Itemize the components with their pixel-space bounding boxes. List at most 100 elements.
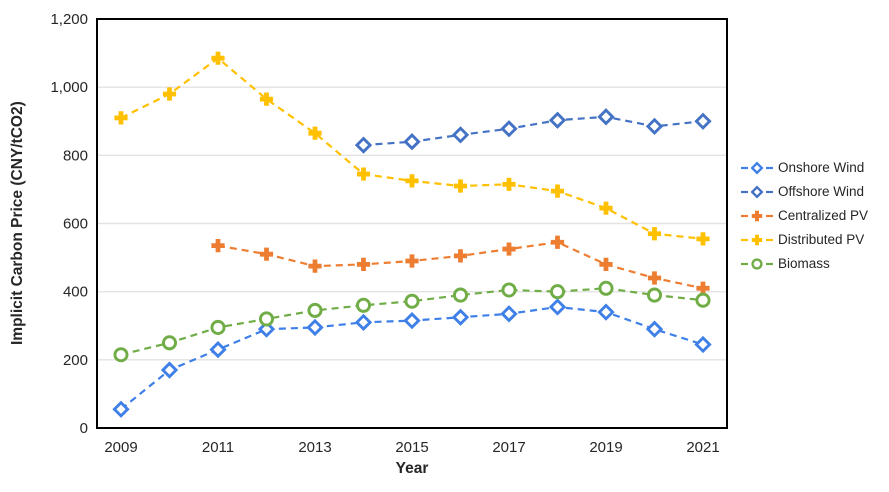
- plus-marker-icon: [550, 235, 565, 249]
- y-axis-title: Implicit Carbon Price (CNY/tCO2): [9, 101, 26, 346]
- diamond-marker-icon: [112, 400, 130, 418]
- diamond-marker-icon: [645, 320, 664, 338]
- series-onshore-wind: [112, 298, 712, 418]
- circle-marker-icon: [501, 282, 517, 298]
- diamond-marker-icon: [645, 117, 664, 136]
- series-centralized-pv: [211, 235, 710, 295]
- diamond-marker-icon: [548, 111, 567, 129]
- diamond-marker-icon: [500, 120, 518, 138]
- plus-marker-icon: [696, 281, 710, 295]
- plus-marker-icon: [502, 177, 516, 191]
- diamond-marker-icon: [451, 126, 470, 144]
- diamond-marker-icon: [160, 361, 179, 379]
- x-axis-title: Year: [395, 460, 429, 477]
- legend-marker-onshore-wind: [741, 161, 773, 175]
- diamond-marker-icon: [694, 112, 712, 130]
- diamond-marker-icon: [500, 305, 518, 323]
- plus-marker-icon: [599, 257, 613, 271]
- circle-marker-icon: [549, 284, 566, 300]
- circle-marker-icon: [695, 292, 711, 308]
- diamond-marker-icon: [354, 136, 373, 154]
- diamond-marker-icon: [451, 308, 470, 326]
- plus-marker-icon: [259, 92, 274, 106]
- x-tick-label: 2021: [686, 439, 719, 456]
- legend-label: Distributed PV: [778, 232, 865, 247]
- x-tick-label: 2011: [202, 439, 234, 456]
- circle-marker-icon: [113, 347, 129, 363]
- plus-marker-icon: [211, 239, 225, 253]
- series-offshore-wind: [354, 108, 712, 154]
- plus-marker-icon: [356, 167, 371, 181]
- y-tick-label: 200: [63, 352, 88, 369]
- x-tick-label: 2019: [589, 439, 622, 456]
- plus-marker-icon: [599, 201, 613, 215]
- circle-marker-icon: [404, 293, 420, 309]
- plus-marker-icon: [453, 179, 468, 193]
- plus-marker-icon: [550, 184, 565, 198]
- y-axis-tick-labels: 0 200 400 600 800 1,000 1,200: [50, 11, 88, 437]
- circle-marker-icon: [452, 287, 469, 303]
- plus-marker-icon: [647, 271, 662, 285]
- legend-item-offshore-wind: Offshore Wind: [741, 184, 868, 200]
- circle-marker-icon: [258, 311, 275, 327]
- diamond-marker-icon: [306, 318, 324, 337]
- legend-label: Biomass: [778, 256, 830, 271]
- plus-marker-icon: [356, 257, 371, 271]
- circle-marker-icon: [161, 335, 178, 351]
- legend-label: Onshore Wind: [778, 160, 865, 175]
- plus-marker-icon: [647, 227, 662, 241]
- y-tick-label: 800: [63, 147, 88, 164]
- legend-item-biomass: Biomass: [741, 256, 868, 272]
- plus-marker-icon: [259, 247, 274, 261]
- plus-marker-icon: [211, 51, 225, 65]
- circle-marker-icon: [598, 280, 614, 296]
- diamond-marker-icon: [597, 108, 615, 126]
- x-axis-tick-labels: 2009 2011 2013 2015 2017 2019 2021: [104, 439, 719, 456]
- legend-label: Centralized PV: [778, 208, 869, 223]
- legend-item-onshore-wind: Onshore Wind: [741, 160, 868, 176]
- legend-marker-offshore-wind: [741, 185, 773, 199]
- diamond-marker-icon: [403, 133, 421, 151]
- legend: Onshore Wind Offshore Wind Centralized P…: [741, 160, 868, 272]
- y-tick-label: 600: [63, 216, 88, 233]
- legend-item-centralized-pv: Centralized PV: [741, 208, 868, 224]
- diamond-marker-icon: [403, 311, 421, 330]
- plus-marker-icon: [696, 232, 710, 246]
- legend-item-distributed-pv: Distributed PV: [741, 232, 868, 248]
- circle-marker-icon: [355, 297, 372, 313]
- circle-marker-icon: [307, 302, 323, 318]
- plus-marker-icon: [308, 126, 322, 140]
- legend-marker-distributed-pv: [741, 234, 773, 246]
- x-tick-label: 2017: [492, 439, 525, 456]
- plot-border: [96, 18, 728, 429]
- plus-marker-icon: [308, 259, 322, 273]
- legend-marker-centralized-pv: [741, 210, 773, 222]
- plus-marker-icon: [405, 174, 419, 188]
- legend-label: Offshore Wind: [778, 184, 865, 199]
- series-biomass: [113, 280, 711, 363]
- plus-marker-icon: [502, 242, 516, 256]
- circle-marker-icon: [210, 319, 226, 335]
- y-tick-label: 1,000: [50, 79, 88, 96]
- y-tick-label: 400: [63, 284, 88, 301]
- plus-marker-icon: [162, 87, 177, 101]
- plus-marker-icon: [405, 254, 419, 268]
- series-line-centralized-pv: [217, 241, 704, 290]
- diamond-marker-icon: [694, 335, 712, 354]
- diamond-marker-icon: [257, 320, 276, 338]
- series-line-offshore-wind: [363, 115, 704, 147]
- y-tick-label: 0: [80, 420, 88, 437]
- series-distributed-pv: [114, 51, 710, 246]
- x-tick-label: 2015: [395, 439, 428, 456]
- diamond-marker-icon: [597, 303, 615, 321]
- x-tick-label: 2013: [298, 439, 331, 456]
- diamond-marker-icon: [354, 313, 373, 331]
- x-tick-label: 2009: [104, 439, 137, 456]
- y-tick-label: 1,200: [50, 11, 88, 28]
- legend-marker-biomass: [741, 258, 773, 270]
- plus-marker-icon: [453, 249, 468, 263]
- diamond-marker-icon: [548, 298, 567, 316]
- plus-marker-icon: [114, 111, 128, 125]
